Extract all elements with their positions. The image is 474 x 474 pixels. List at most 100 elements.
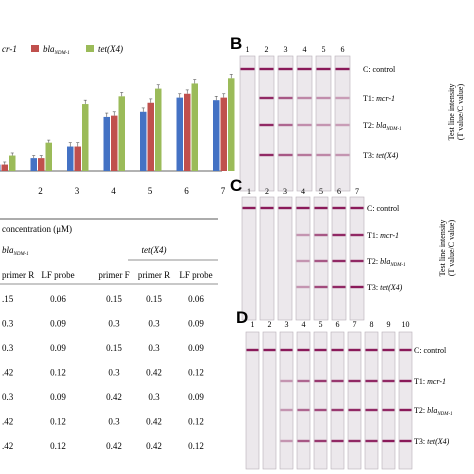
bar-blandm-1-1 [1,164,8,171]
x-tick-label: 4 [111,186,116,196]
band-caption: T1: mcr-1 [363,94,395,103]
test-band [296,206,310,210]
concentration-table: concentration (μM) blaNDM-1 tet(X4) prim… [0,218,218,451]
lane-number: 4 [303,45,307,54]
band-caption: T2: blaNDM-1 [367,257,406,268]
test-strip [262,331,277,470]
table-cell: 0.3 [148,392,160,402]
test-band [399,408,412,412]
x-tick-label: 3 [75,186,80,196]
test-band [335,153,350,157]
bar-mcr-1-3 [67,146,74,171]
test-band [331,439,344,443]
lane-number: 1 [251,320,255,329]
test-band [280,379,293,383]
test-strip [279,331,294,470]
table-cell: 0.12 [50,368,66,378]
table-cell: 0.3 [148,319,160,329]
bar-tet-x4--7 [228,78,235,171]
test-strip [347,331,362,470]
test-band [297,439,310,443]
table-cell: 0.09 [188,392,204,402]
bar-series [0,74,235,171]
table-cell: 0.3 [2,343,14,353]
panel-b: B 1 2 3 4 5 6 C: control T1: mcr-1 T2: blaNDM-1 T3… [230,34,402,192]
table-cell: 0.42 [146,417,162,427]
test-strip [398,331,413,470]
table-cell: .15 [2,294,14,304]
table-cell: 0.42 [106,441,122,451]
table-cell: .42 [2,441,13,451]
table-cell: 0.3 [108,417,120,427]
test-band [382,348,395,352]
bar-blandm-1-4 [111,115,118,171]
test-band [316,153,331,157]
table-cell: 0.09 [188,343,204,353]
test-band [365,348,378,352]
lane-number: 5 [319,187,323,196]
test-strip [296,55,313,192]
legend-swatch-bla [31,45,39,52]
test-band [259,67,274,71]
test-strip [277,196,293,321]
test-strip [381,331,396,470]
test-band [278,123,293,127]
test-strip [334,55,351,192]
lane-number: 2 [265,187,269,196]
table-title: concentration (μM) [2,224,72,234]
bar-blandm-1-5 [147,102,154,171]
test-band [296,259,310,263]
lane-number: 7 [355,187,359,196]
test-band [259,96,274,100]
bar-tet-x4--5 [155,88,162,171]
test-band [314,408,327,412]
test-band [296,285,310,289]
test-strip [259,196,275,321]
table-header-cell: LF probe [179,270,212,280]
band-caption: T1: mcr-1 [367,231,399,240]
test-band [297,153,312,157]
bar-tet-x4--3 [82,104,89,171]
panel-d: D 1 2 3 4 5 6 7 8 9 10 C: control T1: mcr-1 T2: blaND… [236,308,453,470]
bar-mcr-1-6 [176,97,183,171]
test-band [331,379,344,383]
table-header-cell: primer R [138,270,170,280]
x-tick-label: 7 [221,186,226,196]
legend-swatch-tet [86,45,94,52]
table-cell: 0.09 [50,392,66,402]
bar-tet-x4--6 [191,83,198,171]
test-band [335,67,350,71]
test-band [365,408,378,412]
test-band [260,206,274,210]
lane-number: 6 [337,187,341,196]
test-band [350,285,364,289]
lane-number: 1 [247,187,251,196]
table-cell: 0.3 [108,319,120,329]
bar-mcr-1-5 [140,111,147,171]
lane-number: 4 [302,320,306,329]
test-band [382,379,395,383]
test-strip [258,55,275,192]
table-cell: 0.3 [148,343,160,353]
table-cell: 0.3 [108,368,120,378]
table-cell: .42 [2,417,13,427]
test-band [297,408,310,412]
test-band [314,379,327,383]
test-band [280,439,293,443]
lane-number: 3 [283,187,287,196]
panel-c: C 1 2 3 4 5 6 7 C: control T1: mcr-1 T2: blaNDM-1 T… [230,176,406,321]
test-strip [313,331,328,470]
bar-tet-x4--4 [118,96,125,171]
bar-tet-x4--2 [45,142,52,171]
test-band [332,233,346,237]
test-band [382,439,395,443]
test-strip [331,196,347,321]
test-band [316,123,331,127]
side-axis-c: Test line intensity (T value/C value) [438,220,456,277]
lane-number: 8 [370,320,374,329]
bar-mcr-1-4 [103,116,110,171]
panel-label: D [236,308,248,327]
lane-number: 5 [322,45,326,54]
band-caption: T3: tet(X4) [363,151,399,160]
